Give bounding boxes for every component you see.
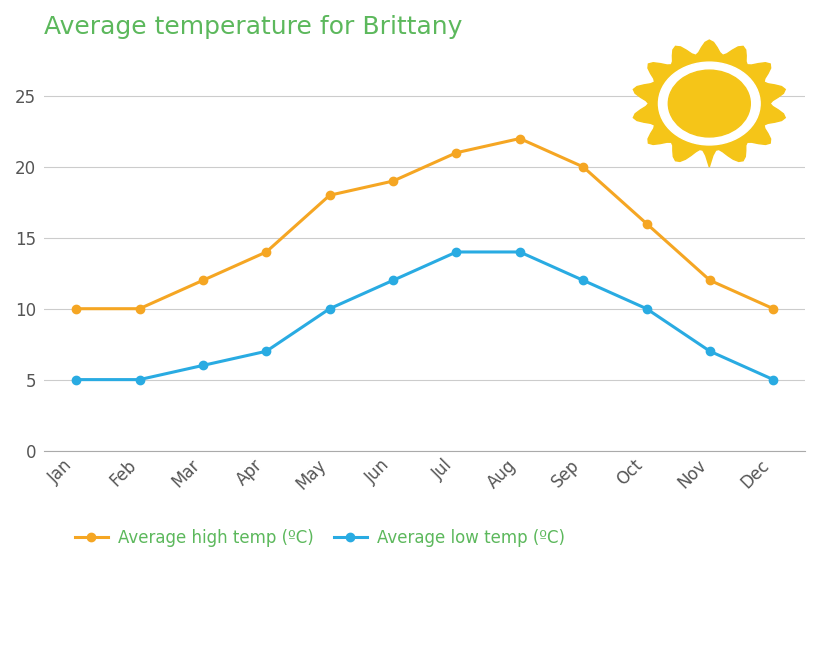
Average high temp (ºC) bbox=[324, 191, 334, 199]
Average low temp (ºC) bbox=[261, 347, 271, 355]
Average low temp (ºC) bbox=[71, 375, 81, 383]
Average high temp (ºC) bbox=[71, 305, 81, 313]
Average high temp (ºC) bbox=[387, 177, 397, 185]
Average low temp (ºC) bbox=[514, 248, 524, 256]
Average low temp (ºC) bbox=[577, 277, 587, 285]
Average low temp (ºC) bbox=[324, 305, 334, 313]
Average low temp (ºC) bbox=[387, 277, 397, 285]
Average low temp (ºC) bbox=[134, 375, 144, 383]
Line: Average high temp (ºC): Average high temp (ºC) bbox=[72, 134, 776, 313]
Line: Average low temp (ºC): Average low temp (ºC) bbox=[72, 248, 776, 384]
Average high temp (ºC) bbox=[197, 277, 207, 285]
Average high temp (ºC) bbox=[134, 305, 144, 313]
Average high temp (ºC) bbox=[704, 277, 714, 285]
Average low temp (ºC) bbox=[197, 361, 207, 369]
Average high temp (ºC) bbox=[577, 163, 587, 171]
Average high temp (ºC) bbox=[640, 220, 650, 228]
Average high temp (ºC) bbox=[451, 149, 461, 157]
Average low temp (ºC) bbox=[767, 375, 777, 383]
Average high temp (ºC) bbox=[514, 134, 524, 142]
Average low temp (ºC) bbox=[451, 248, 461, 256]
Text: Average temperature for Brittany: Average temperature for Brittany bbox=[44, 15, 462, 39]
Legend: Average high temp (ºC), Average low temp (ºC): Average high temp (ºC), Average low temp… bbox=[68, 522, 571, 553]
Average high temp (ºC) bbox=[767, 305, 777, 313]
Average low temp (ºC) bbox=[704, 347, 714, 355]
Average high temp (ºC) bbox=[261, 248, 271, 256]
Average low temp (ºC) bbox=[640, 305, 650, 313]
